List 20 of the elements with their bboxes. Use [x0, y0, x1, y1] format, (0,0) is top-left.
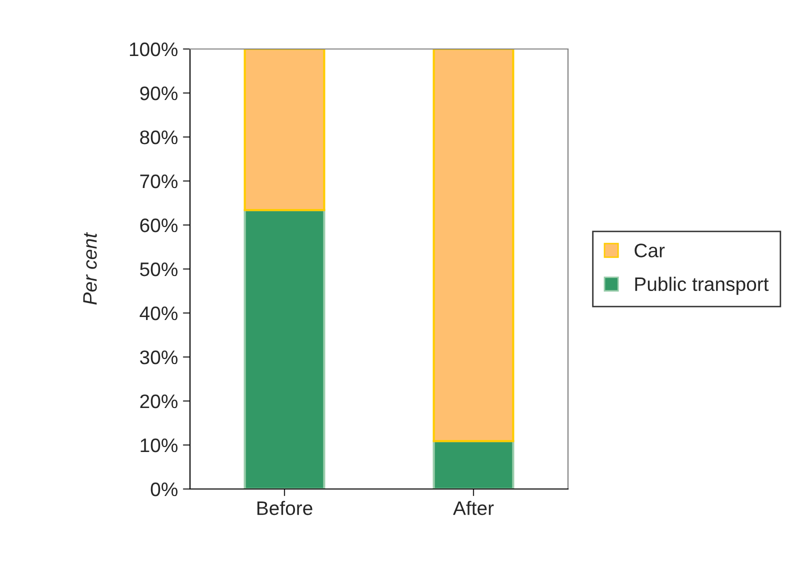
x-tick-label: Before: [257, 500, 312, 516]
y-tick-label: 70%: [140, 174, 178, 188]
y-tick-label: 20%: [140, 394, 178, 408]
bar: [432, 440, 514, 489]
y-tick-label: 0%: [150, 482, 178, 496]
bar: [244, 49, 326, 212]
y-axis-title: Per cent: [83, 232, 97, 305]
y-tick-label: 90%: [140, 86, 178, 100]
y-tick-label: 30%: [140, 350, 178, 364]
y-tick-label: 60%: [140, 218, 178, 232]
bar: [432, 49, 514, 442]
y-tick-label: 10%: [140, 438, 178, 452]
x-tick-label: After: [453, 500, 494, 516]
y-tick-label: 50%: [140, 262, 178, 276]
legend-label: Car: [634, 244, 665, 258]
y-tick-label: 100%: [130, 42, 178, 56]
bar: [244, 208, 326, 489]
y-tick-label: 80%: [140, 130, 178, 144]
legend-label: Public transport: [635, 276, 769, 295]
y-tick-label: 40%: [140, 306, 178, 320]
